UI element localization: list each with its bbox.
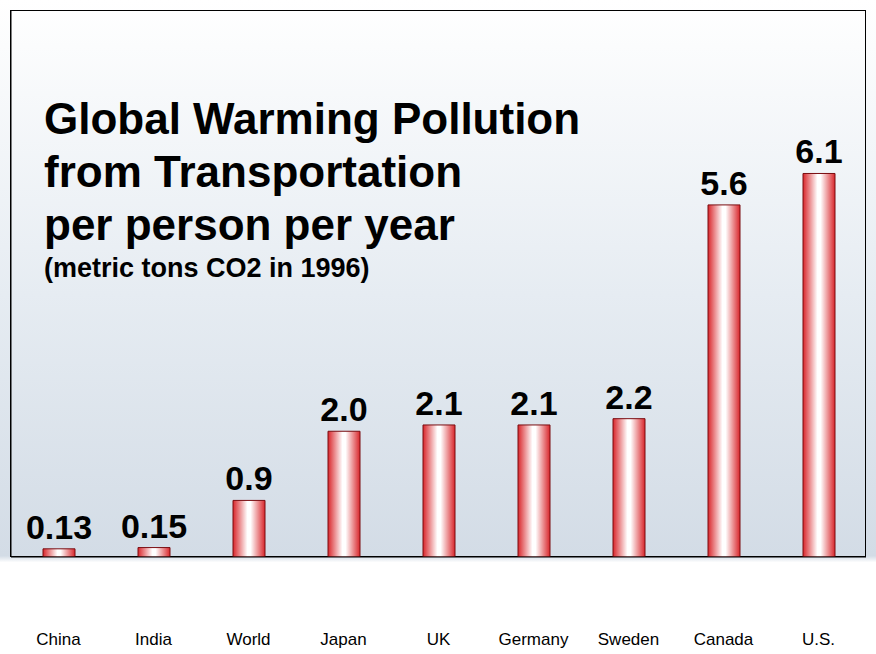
svg-text:0.9: 0.9	[225, 459, 272, 497]
svg-text:Germany: Germany	[499, 630, 569, 649]
svg-text:Japan: Japan	[320, 630, 366, 649]
html-text:Global Warming Pollution from: Global Warming Pollution from Transporta…	[44, 94, 581, 249]
svg-text:China: China	[36, 630, 81, 649]
svg-text:Sweden: Sweden	[598, 630, 659, 649]
svg-text:5.6: 5.6	[700, 164, 747, 202]
svg-text:U.S.: U.S.	[802, 630, 835, 649]
svg-text:2.1: 2.1	[415, 384, 462, 422]
svg-text:Canada: Canada	[694, 630, 754, 649]
svg-text:2.2: 2.2	[605, 378, 652, 416]
svg-text:India: India	[135, 630, 172, 649]
svg-text:0.13: 0.13	[26, 508, 92, 546]
svg-text:2.1: 2.1	[510, 384, 557, 422]
svg-text:6.1: 6.1	[795, 132, 842, 170]
svg-text:0.15: 0.15	[121, 507, 187, 545]
svg-text:World: World	[226, 630, 270, 649]
html-text:(metric tons CO2 in 1996): (metric tons CO2 in 1996)	[44, 253, 370, 283]
svg-text:UK: UK	[427, 630, 451, 649]
svg-text:2.0: 2.0	[320, 390, 367, 428]
